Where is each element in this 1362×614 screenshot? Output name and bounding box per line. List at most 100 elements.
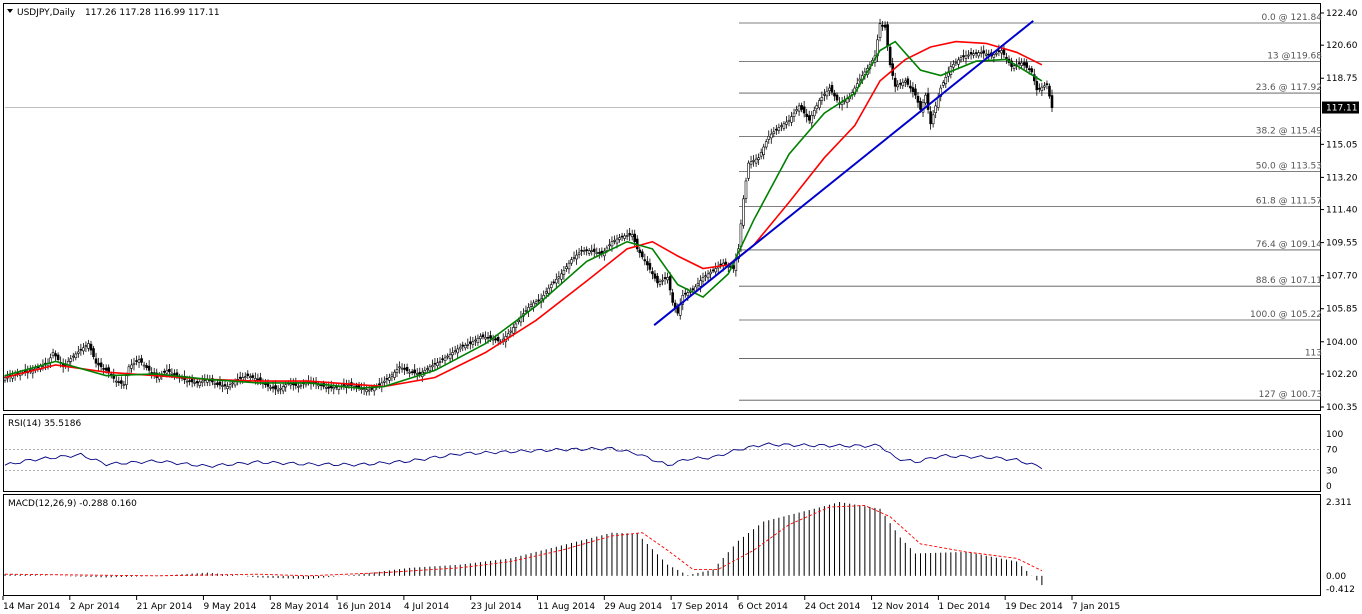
candle-body [577,252,581,255]
candle-body [94,358,98,364]
time-axis-label: 4 Jul 2014 [404,602,449,612]
candle-body [365,389,368,393]
candle-body [443,357,447,362]
candle-body [615,238,619,244]
rsi-axis-label: 100 [1326,430,1343,440]
candle-body [858,78,862,82]
time-axis-label: 28 May 2014 [270,602,329,612]
candle-body [984,53,988,56]
current-price-label: 117.11 [1326,104,1358,114]
candle-body [223,384,227,387]
candle-body [163,370,166,373]
candle-body [102,368,105,370]
candle-body [572,257,576,259]
candle-body [114,380,118,383]
candle-body [549,284,553,288]
axes: 122.40 120.60 118.75 115.05 113.20 111.40 109.… [2,9,1359,612]
candle-body [742,198,745,226]
candle-body [653,273,657,279]
candle-body [699,280,702,287]
candle-body [828,87,831,91]
rsi-axis-label: 30 [1326,466,1338,476]
candle-body [941,82,945,86]
time-axis-label: 11 Aug 2014 [538,602,596,612]
candle-body [833,92,836,97]
candle-body [630,234,634,237]
candle-body [972,53,975,56]
candle-body [140,358,143,363]
candle-body [926,93,930,110]
candle-body [79,348,83,351]
candle-body [901,81,905,87]
candle-body [198,381,202,386]
time-axis-label: 7 Jan 2015 [1072,602,1120,612]
price-axis-label: 100.35 [1326,403,1358,413]
candle-body [418,372,422,375]
candle-body [436,362,439,367]
candle-body [668,276,672,291]
candle-body [299,384,303,387]
candle-body [623,235,626,239]
candle-body [231,382,234,385]
candle-body [271,386,275,389]
price-axis-label: 105.85 [1326,305,1358,315]
candle-body [431,365,434,368]
candle-body [1025,62,1029,68]
trendline [653,20,1034,326]
candle-body [896,84,900,88]
time-axis-label: 9 May 2014 [203,602,256,612]
candle-body [625,235,629,237]
candle-body [888,46,892,66]
time-axis-label: 14 Mar 2014 [3,602,60,612]
candle-body [764,141,768,148]
candle-body [567,262,571,270]
candle-body [638,249,642,254]
candle-body [463,345,467,349]
candle-body [719,263,723,266]
candle-body [931,114,935,125]
candle-body [962,55,965,58]
candle-body [919,100,922,110]
candle-body [613,240,616,242]
candle-body [142,364,146,367]
candle-body [1005,56,1008,59]
candle-body [342,384,346,386]
candle-body [1002,49,1006,55]
price-axis-label: 109.55 [1326,239,1358,249]
candle-body [812,110,816,117]
time-axis-label: 2 Apr 2014 [70,602,120,612]
candle-body [405,367,409,372]
candle-body [132,362,136,365]
candle-body [628,233,631,236]
candle-body [514,323,518,328]
candle-body [909,85,912,89]
candle-body [714,268,717,273]
candle-body [135,360,138,362]
candle-body [769,133,773,139]
candle-body [800,105,803,110]
candle-body [921,102,925,113]
candle-body [641,251,644,258]
candle-body [332,387,336,390]
candle-body [560,273,563,280]
candle-body [969,52,973,55]
candle-body [704,275,707,277]
rsi-title: RSI(14) 35.5186 [8,419,81,429]
candle-body [787,119,791,122]
candle-body [185,380,189,383]
candle-body [54,353,57,357]
candle-body [423,370,427,373]
candle-body [147,365,151,371]
candle-body [3,377,7,381]
candle-body [661,279,664,282]
dropdown-arrow-icon[interactable] [7,9,13,13]
candle-body [1012,65,1016,70]
candle-body [524,310,528,312]
candle-body [544,291,548,294]
candle-body [957,59,960,65]
candle-body [395,369,399,373]
candle-body [696,283,700,287]
candle-body [74,353,78,358]
candle-body [274,385,277,390]
